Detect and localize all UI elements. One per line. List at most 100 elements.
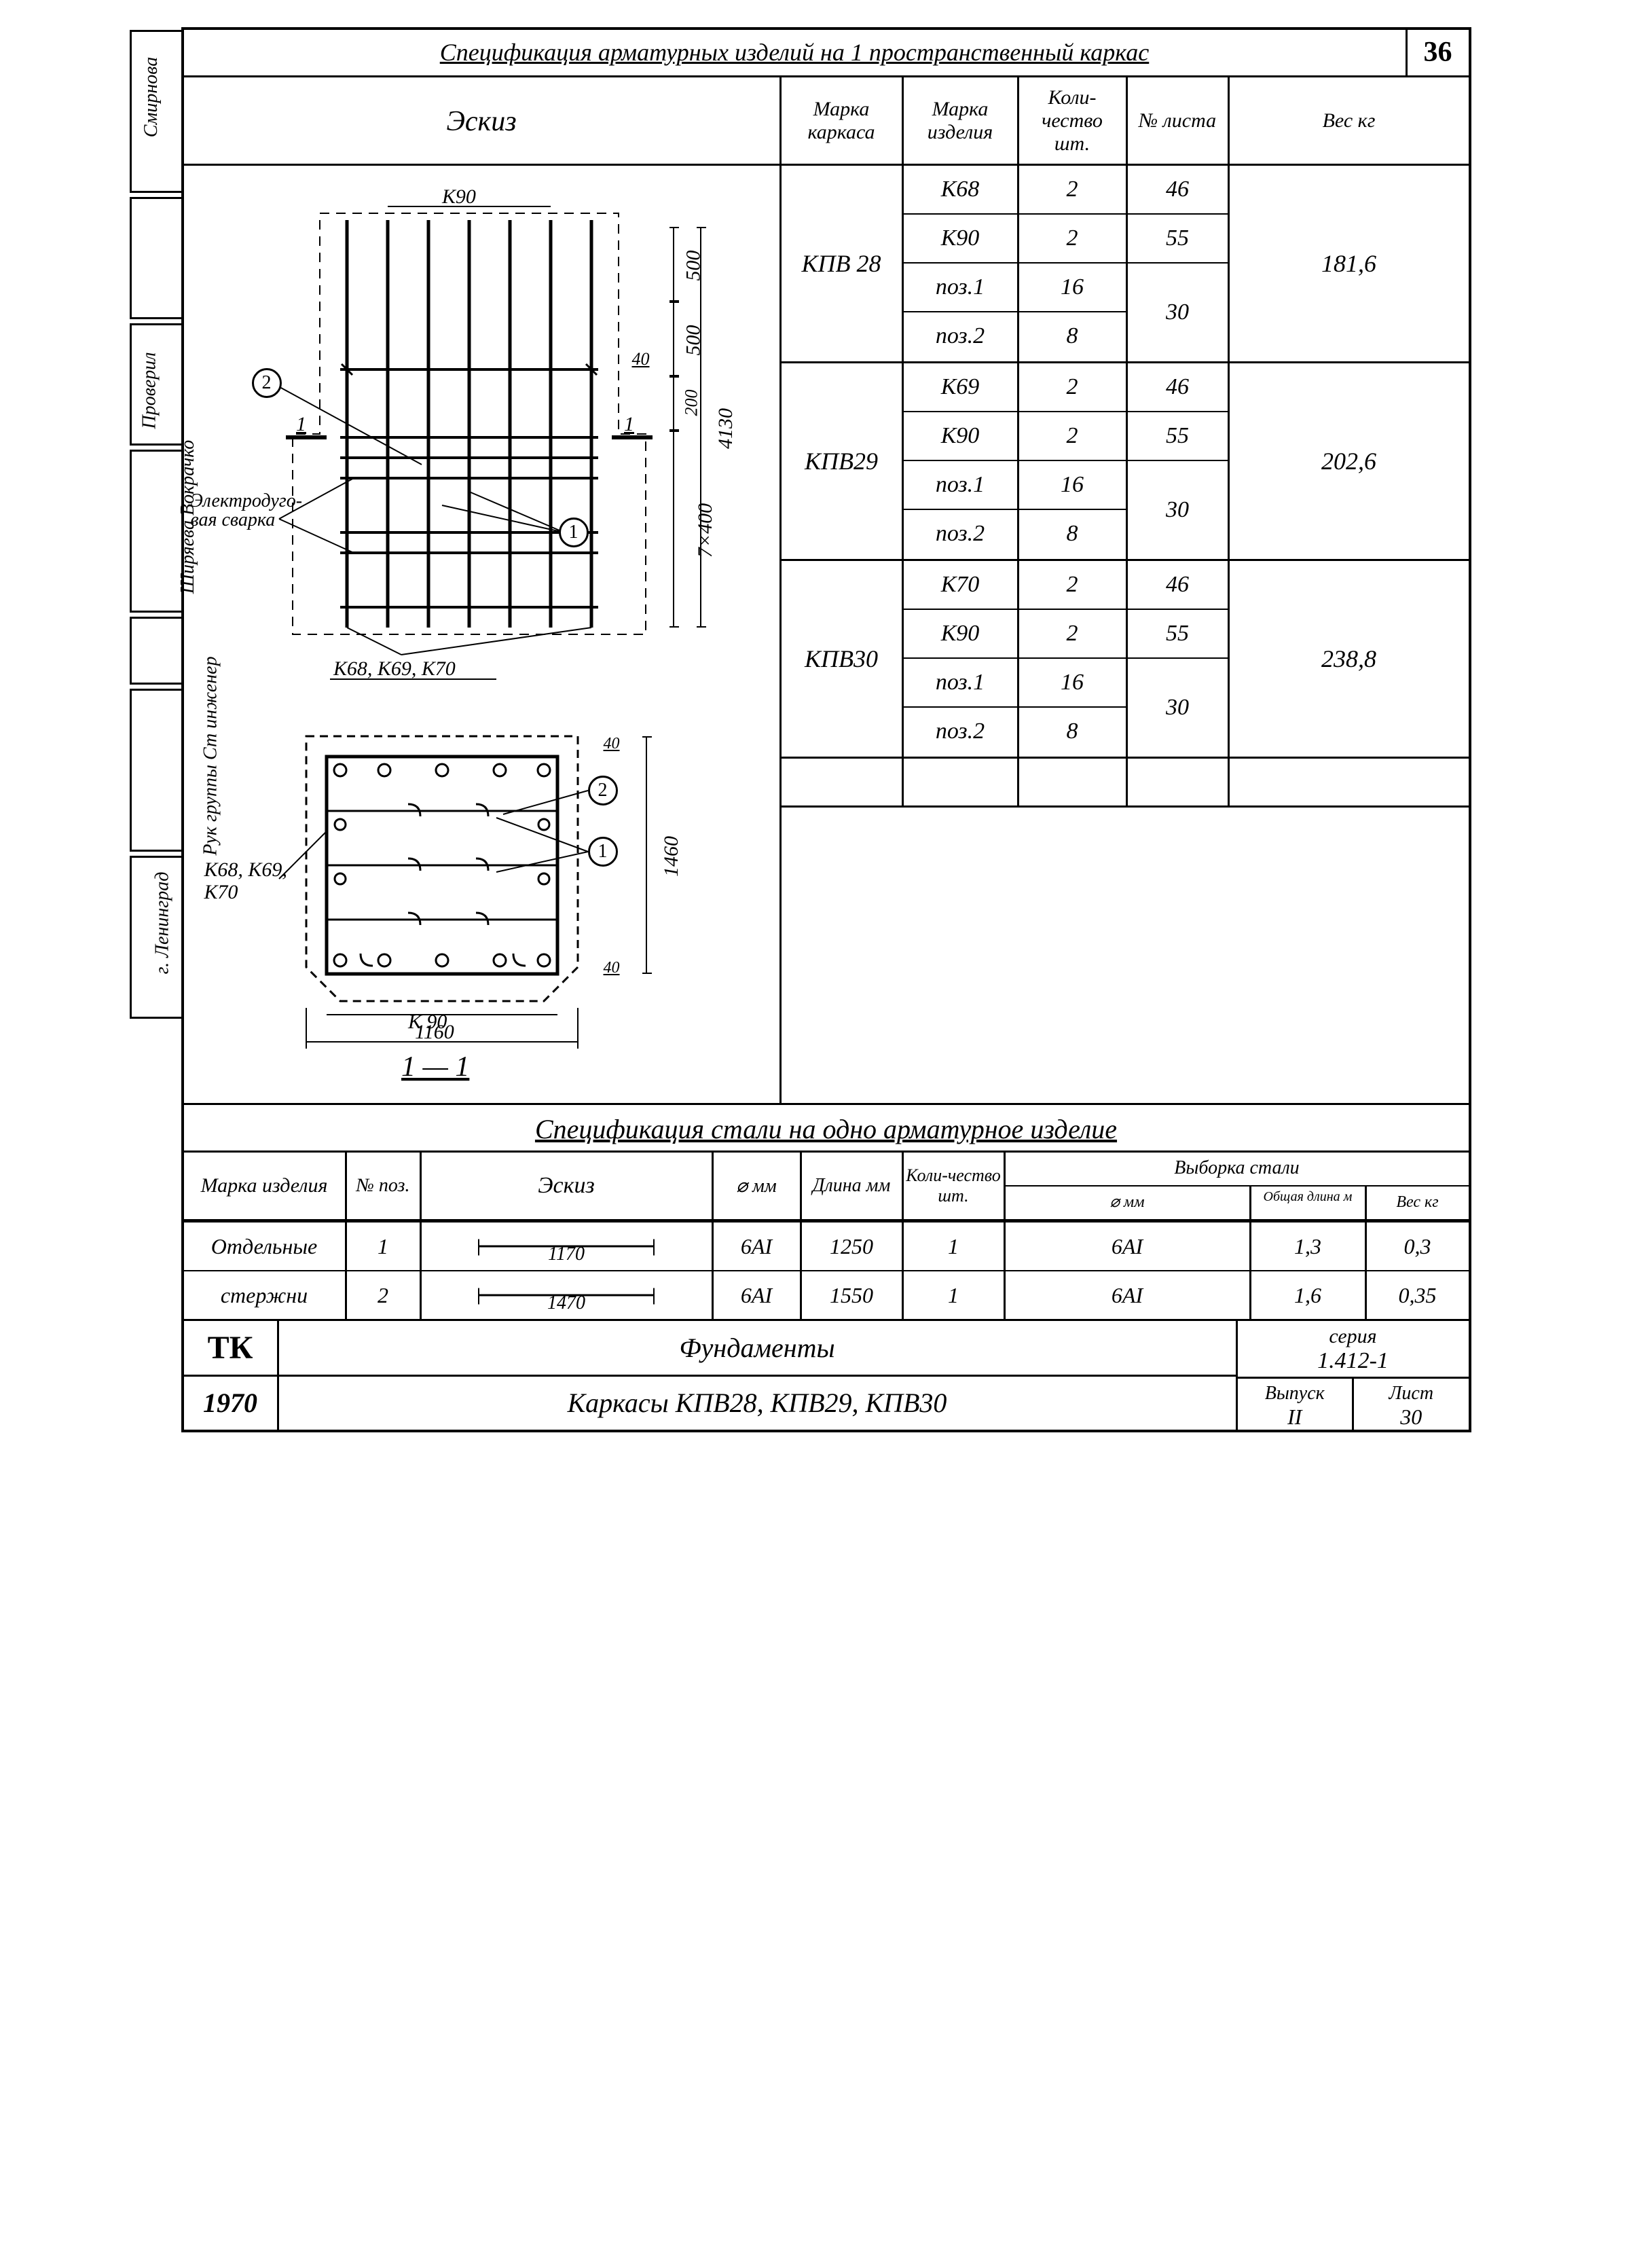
steel-col-dlina: Длина мм bbox=[802, 1153, 904, 1219]
cell-izd: К90 bbox=[904, 215, 1019, 262]
steel-diam: 6АI bbox=[714, 1222, 802, 1270]
col-marka-karkasa: Марка каркаса bbox=[782, 77, 904, 164]
cell-izd: К69 bbox=[904, 363, 1019, 411]
spec-group: КПВ 28К682К902поз.116поз.28465530181,6 bbox=[782, 166, 1469, 363]
cell-list-merged: 30 bbox=[1128, 461, 1228, 559]
steel-eskiz: 1470 bbox=[422, 1271, 714, 1319]
steel-eskiz: 1170 bbox=[422, 1222, 714, 1270]
section-bubble-1: 1 bbox=[588, 837, 618, 867]
dim-7x400: 7×400 bbox=[694, 503, 717, 558]
dim-40: 40 bbox=[632, 349, 650, 369]
cell-ves: 202,6 bbox=[1230, 363, 1469, 559]
cell-list: 46 bbox=[1128, 363, 1228, 412]
left-binding-stubs: Смирнова Проверил Ширяева Вокрачко Рук г… bbox=[130, 30, 184, 1430]
seria-cell: серия 1.412-1 bbox=[1238, 1321, 1469, 1379]
cell-izd: К90 bbox=[904, 412, 1019, 460]
dim-sect-h: 1460 bbox=[660, 836, 683, 877]
cell-izd: поз.1 bbox=[904, 461, 1019, 509]
stub-label: Проверил bbox=[139, 352, 160, 429]
col-list: № листа bbox=[1128, 77, 1230, 164]
cell-qty: 16 bbox=[1019, 461, 1128, 509]
list-val: 30 bbox=[1400, 1405, 1422, 1429]
group-marka: КПВ30 bbox=[782, 561, 904, 757]
drawing-sheet: Смирнова Проверил Ширяева Вокрачко Рук г… bbox=[181, 27, 1471, 1432]
spec-header: Марка каркаса Марка изделия Коли-чество … bbox=[782, 77, 1469, 166]
section-bubble-2: 2 bbox=[588, 776, 618, 805]
svg-text:1: 1 bbox=[624, 413, 634, 435]
steel-col-ves: Вес кг bbox=[1367, 1187, 1469, 1219]
cell-izd: К68 bbox=[904, 166, 1019, 213]
dim-sect-40a: 40 bbox=[604, 735, 620, 753]
steel-diam2: 6АI bbox=[1006, 1222, 1251, 1270]
steel-len: 1,6 bbox=[1251, 1271, 1367, 1319]
steel-dlina: 1250 bbox=[802, 1222, 904, 1270]
spec-body: КПВ 28К682К902поз.116поз.28465530181,6КП… bbox=[782, 166, 1469, 759]
cell-qty: 16 bbox=[1019, 264, 1128, 311]
col-marka-izd: Марка изделия bbox=[904, 77, 1019, 164]
steel-marka: Отдельные bbox=[184, 1222, 347, 1270]
cell-qty: 2 bbox=[1019, 610, 1128, 657]
spec-column: Марка каркаса Марка изделия Коли-чество … bbox=[782, 77, 1469, 1103]
steel-ves: 0,35 bbox=[1367, 1271, 1469, 1319]
steel-poz: 2 bbox=[347, 1271, 422, 1319]
steel-poz: 1 bbox=[347, 1222, 422, 1270]
steel-col-eskiz: Эскиз bbox=[422, 1153, 714, 1219]
list-lbl: Лист bbox=[1389, 1383, 1433, 1404]
steel-len: 1,3 bbox=[1251, 1222, 1367, 1270]
steel-row: Отдельные111706АI125016АI1,30,3 bbox=[184, 1221, 1469, 1270]
steel-dlina: 1550 bbox=[802, 1271, 904, 1319]
dim-200: 200 bbox=[681, 390, 701, 416]
cell-qty: 8 bbox=[1019, 510, 1128, 559]
tb-line1: Фундаменты bbox=[279, 1321, 1236, 1377]
vypusk-cell: Выпуск II bbox=[1238, 1379, 1355, 1430]
cell-izd: поз.2 bbox=[904, 312, 1019, 361]
cell-qty: 2 bbox=[1019, 412, 1128, 460]
cell-list: 46 bbox=[1128, 166, 1228, 215]
vypusk-val: II bbox=[1287, 1405, 1302, 1429]
cell-list: 55 bbox=[1128, 412, 1228, 461]
steel-table: Марка изделия № поз. Эскиз ⌀ мм Длина мм… bbox=[184, 1153, 1469, 1321]
group-marka: КПВ29 bbox=[782, 363, 904, 559]
svg-text:1 — 1: 1 — 1 bbox=[401, 1051, 469, 1083]
section-k68-label: К68, К69, К70 bbox=[204, 858, 299, 903]
cell-izd: поз.1 bbox=[904, 264, 1019, 311]
page-number: 36 bbox=[1408, 30, 1469, 75]
steel-col-qty: Коли-чество шт. bbox=[904, 1153, 1006, 1219]
svg-text:1160: 1160 bbox=[415, 1021, 454, 1043]
title-row: Спецификация арматурных изделий на 1 про… bbox=[184, 30, 1469, 77]
cell-ves: 238,8 bbox=[1230, 561, 1469, 757]
elevation-sketch: К90 1 1 bbox=[184, 166, 782, 695]
steel-subtitle: Спецификация стали на одно арматурное из… bbox=[184, 1105, 1469, 1153]
seria-val: 1.412-1 bbox=[1317, 1348, 1389, 1373]
steel-marka: стержни bbox=[184, 1271, 347, 1319]
stub-label: Смирнова bbox=[141, 57, 162, 137]
steel-qty: 1 bbox=[904, 1271, 1006, 1319]
k68-label: К68, К69, К70 bbox=[333, 657, 456, 680]
steel-col-vyborka: Выборка стали bbox=[1006, 1153, 1469, 1187]
dim-500a: 500 bbox=[682, 251, 705, 281]
vypusk-lbl: Выпуск bbox=[1265, 1383, 1325, 1404]
cell-izd: поз.1 bbox=[904, 659, 1019, 706]
svg-text:1: 1 bbox=[296, 413, 306, 435]
col-qty: Коли-чество шт. bbox=[1019, 77, 1128, 164]
steel-diam: 6АI bbox=[714, 1271, 802, 1319]
bubble-1: 1 bbox=[559, 518, 589, 547]
cell-ves: 181,6 bbox=[1230, 166, 1469, 361]
main-area: Эскиз bbox=[184, 77, 1469, 1105]
col-ves: Вес кг bbox=[1230, 77, 1469, 164]
cell-izd: К70 bbox=[904, 561, 1019, 609]
tk-label: ТК bbox=[184, 1321, 277, 1377]
cell-qty: 2 bbox=[1019, 561, 1128, 609]
group-marka: КПВ 28 bbox=[782, 166, 904, 361]
dim-500b: 500 bbox=[682, 325, 705, 356]
cell-qty: 2 bbox=[1019, 166, 1128, 213]
tb-line2: Каркасы КПВ28, КПВ29, КПВ30 bbox=[279, 1377, 1236, 1430]
cell-izd: К90 bbox=[904, 610, 1019, 657]
steel-col-diam2: ⌀ мм bbox=[1006, 1187, 1251, 1219]
steel-qty: 1 bbox=[904, 1222, 1006, 1270]
cell-list: 46 bbox=[1128, 561, 1228, 610]
k90-label: К90 bbox=[441, 185, 476, 208]
cell-qty: 8 bbox=[1019, 312, 1128, 361]
seria-lbl: серия bbox=[1329, 1325, 1376, 1347]
cell-qty: 2 bbox=[1019, 215, 1128, 262]
